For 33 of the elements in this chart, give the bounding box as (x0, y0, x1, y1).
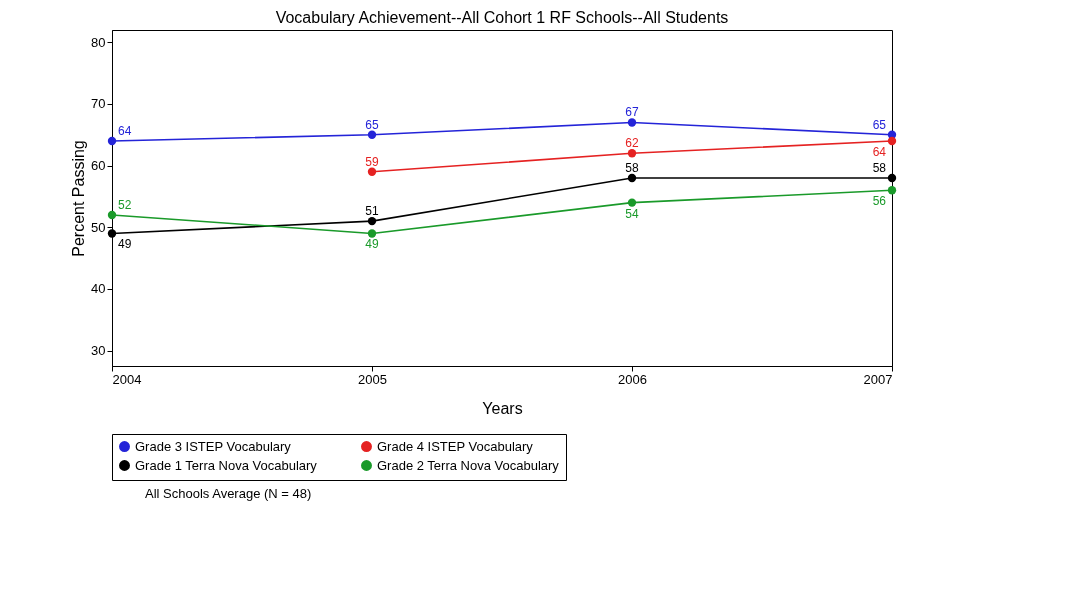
text: All Schools Average (N = 48) (145, 486, 313, 501)
legend-label: Grade 2 Terra Nova Vocabulary (377, 457, 560, 473)
data-label: 54 (625, 206, 639, 221)
x-axis-title: Years (482, 399, 523, 417)
x-tick-label: 2004 (112, 371, 142, 387)
y-tick-label: 80 (91, 34, 106, 50)
data-label: 52 (118, 197, 132, 212)
y-tick-label: 40 (91, 281, 106, 297)
data-label: 56 (872, 194, 887, 209)
data-label: 58 (872, 160, 887, 175)
data-label: 64 (872, 144, 887, 159)
chart-title: Vocabulary Achievement--All Cohort 1 RF Schools--All Students (275, 9, 729, 26)
y-tick-label: 60 (91, 158, 106, 174)
data-label: 67 (625, 105, 639, 120)
y-tick-label: 50 (91, 219, 106, 235)
data-label: 65 (365, 117, 379, 132)
y-axis-title: Percent Passing (70, 140, 88, 257)
x-tick-label: 2006 (618, 371, 647, 387)
x-tick-label: 2007 (863, 371, 893, 387)
legend-label: Grade 4 ISTEP Vocabulary (377, 438, 534, 454)
x-tick-label: 2005 (358, 371, 387, 387)
data-label: 64 (118, 123, 132, 138)
legend-label: Grade 1 Terra Nova Vocabulary (135, 457, 318, 473)
data-label: 62 (625, 136, 639, 151)
y-tick-label: 70 (91, 96, 106, 112)
data-label: 58 (625, 160, 639, 175)
legend-label: Grade 3 ISTEP Vocabulary (135, 438, 292, 454)
y-tick-label: 30 (91, 343, 106, 359)
data-label: 59 (365, 154, 379, 169)
data-label: 49 (365, 237, 379, 252)
data-label: 51 (365, 204, 379, 219)
data-label: 49 (118, 237, 132, 252)
data-label: 65 (872, 117, 887, 132)
